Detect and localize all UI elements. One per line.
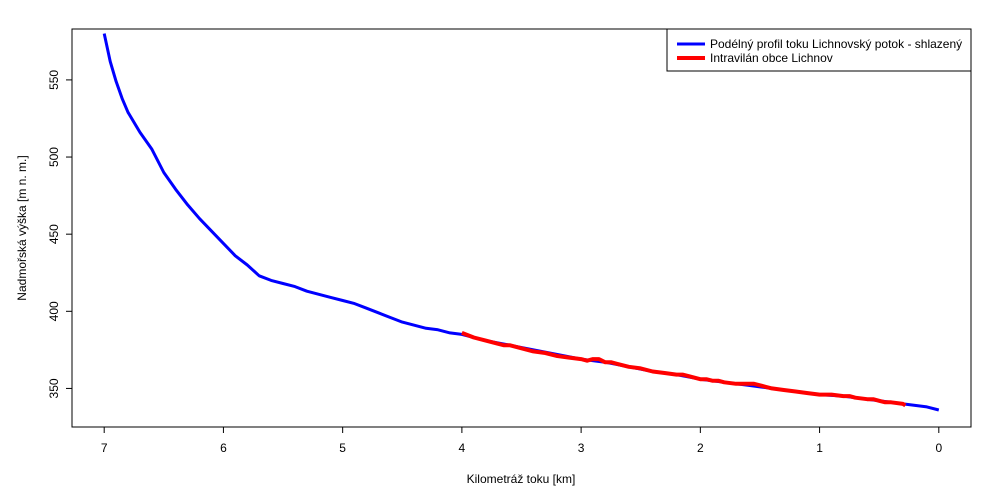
x-tick-label: 0: [935, 441, 942, 455]
y-axis-title: Nadmořská výška [m n. m.]: [15, 155, 29, 300]
x-tick-label: 5: [339, 441, 346, 455]
x-tick-label: 6: [220, 441, 227, 455]
series-layer: [102, 33, 940, 412]
x-tick-label: 4: [459, 441, 466, 455]
y-axis: 350 400 450 500 550: [47, 70, 72, 398]
x-axis: 7 6 5 4 3 2 1 0: [101, 427, 942, 455]
legend-label-intravilan: Intravilán obce Lichnov: [710, 51, 833, 65]
legend-box: [666, 28, 972, 72]
x-tick-label: 2: [697, 441, 704, 455]
series-line-profile: [102, 33, 940, 412]
series-line-intravilan: [461, 331, 907, 408]
y-tick-label: 450: [47, 224, 61, 244]
x-tick-label: 3: [578, 441, 585, 455]
x-axis-title: Kilometráž toku [km]: [467, 472, 576, 486]
y-tick-label: 550: [47, 70, 61, 90]
legend: Podélný profil toku Lichnovský potok - s…: [666, 28, 972, 72]
x-tick-label: 1: [816, 441, 823, 455]
y-tick-label: 500: [47, 147, 61, 167]
x-tick-label: 7: [101, 441, 108, 455]
y-tick-label: 400: [47, 301, 61, 321]
y-tick-label: 350: [47, 378, 61, 398]
legend-label-profile: Podélný profil toku Lichnovský potok - s…: [710, 37, 962, 51]
plot-frame: [71, 28, 972, 428]
